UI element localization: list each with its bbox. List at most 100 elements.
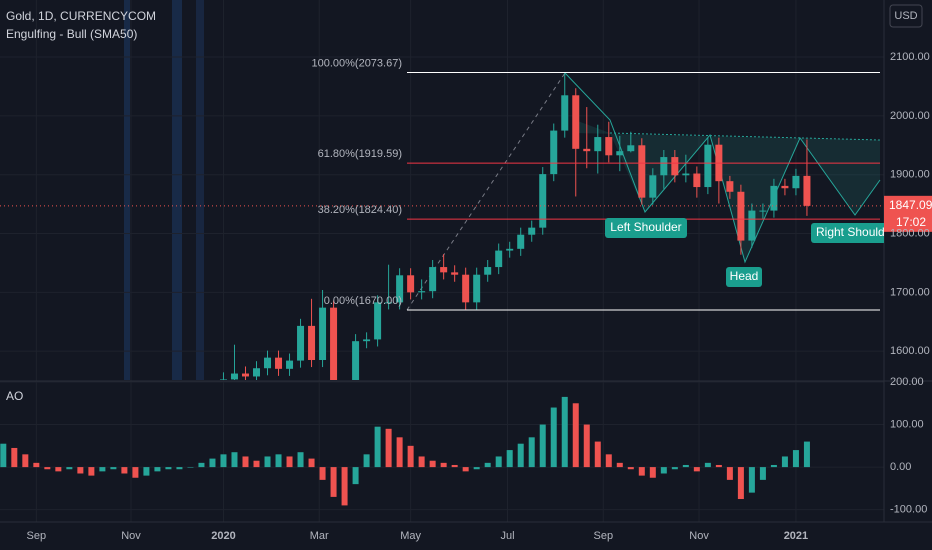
candle-body (792, 175, 800, 189)
candle-body (286, 360, 294, 369)
ao-bar (561, 396, 568, 468)
candle-body (682, 173, 690, 176)
pattern-label: Head (730, 269, 759, 283)
ao-bar (297, 452, 304, 468)
ao-bar (319, 467, 326, 480)
ao-bar (77, 467, 84, 474)
ao-bar (33, 462, 40, 468)
ao-bar (704, 462, 711, 468)
candle-body (253, 368, 261, 377)
ao-bar (462, 467, 469, 472)
ao-bar (121, 467, 128, 474)
highlight-band (124, 0, 130, 380)
fib-label: 100.00%(2073.67) (311, 57, 402, 69)
ao-bar (352, 467, 359, 485)
ao-bar (253, 460, 260, 468)
fib-label: 0.00%(1670.00) (324, 295, 402, 307)
candle-body (219, 379, 227, 380)
candle-body (241, 373, 249, 377)
ao-bar (473, 467, 480, 470)
candle-body (550, 130, 558, 175)
y-tick-label: 1900.00 (890, 169, 930, 181)
ao-bar (616, 462, 623, 468)
ao-bar (539, 424, 546, 468)
ao-bar (22, 454, 29, 468)
ao-bar (451, 464, 458, 468)
candle-body (726, 181, 734, 192)
x-tick-label: Sep (593, 530, 613, 542)
x-tick-label: Jul (500, 530, 514, 542)
ao-bar (737, 467, 744, 500)
ao-bar (429, 460, 436, 468)
candle-body (649, 175, 657, 198)
candle-body (583, 148, 591, 152)
countdown: 17:02 (896, 215, 926, 229)
candle-body (440, 267, 448, 273)
ao-bar (759, 467, 766, 480)
ao-bar (594, 441, 601, 468)
ao-bar (275, 454, 282, 468)
currency[interactable]: USD (894, 10, 917, 22)
ao-bar (110, 467, 117, 470)
candle-body (737, 191, 745, 241)
candle-body (352, 341, 360, 380)
ao-bar (528, 437, 535, 468)
x-tick-label: May (400, 530, 421, 542)
ao-bar (649, 467, 656, 478)
ao-bar (341, 467, 348, 506)
ao-bar (803, 441, 810, 468)
ao-bar (572, 403, 579, 468)
candle-body (704, 144, 712, 188)
candle-body (770, 185, 778, 211)
candle-body (748, 210, 756, 241)
candle-body (517, 234, 525, 249)
candle-body (803, 175, 811, 206)
fib-label: 61.80%(1919.59) (318, 148, 402, 160)
candle-body (638, 145, 646, 198)
neckline (609, 132, 881, 141)
ao-bar (99, 467, 106, 472)
x-tick-label: Mar (310, 530, 329, 542)
ao-bar (187, 467, 194, 468)
ao-bar (132, 467, 139, 478)
ao-bar (638, 467, 645, 476)
candle-body (330, 307, 338, 380)
ao-bar (495, 456, 502, 468)
ao-bar (396, 437, 403, 468)
candle-body (781, 185, 789, 189)
ao-bar (0, 443, 7, 468)
ao-bar (286, 456, 293, 468)
ao-bar (682, 464, 689, 468)
currency-box[interactable] (889, 4, 923, 28)
candle-body (616, 151, 624, 156)
candle-body (528, 227, 536, 235)
ao-bar (308, 458, 315, 468)
candle-body (418, 291, 426, 293)
ao-bar (550, 407, 557, 468)
fib-label: 38.20%(1824.40) (318, 204, 402, 216)
y-tick-label: -100.00 (890, 504, 927, 516)
candle-body (484, 267, 492, 275)
candle-body (429, 267, 437, 292)
pattern-labels: Left Shoulder Head Right Shoulder (605, 218, 884, 287)
candle-body (319, 307, 327, 360)
ao-bar (583, 424, 590, 468)
ao-title: AO (6, 389, 23, 403)
ao-bar (44, 467, 51, 470)
ao-bar (66, 467, 73, 470)
price-tags: 1847.09 17:02 (0, 195, 932, 232)
candle-body (374, 302, 382, 340)
ao-bar (209, 458, 216, 468)
ao-bar (693, 467, 700, 472)
ao-bar (407, 445, 414, 468)
ao-bar (55, 467, 62, 472)
y-tick-label: 2100.00 (890, 51, 930, 63)
ao-bar (176, 467, 183, 470)
ao-bar (165, 467, 172, 470)
y-tick-label: 2000.00 (890, 110, 930, 122)
pattern-line (564, 72, 881, 264)
candle-body (561, 95, 569, 131)
ao-bar (627, 467, 634, 470)
